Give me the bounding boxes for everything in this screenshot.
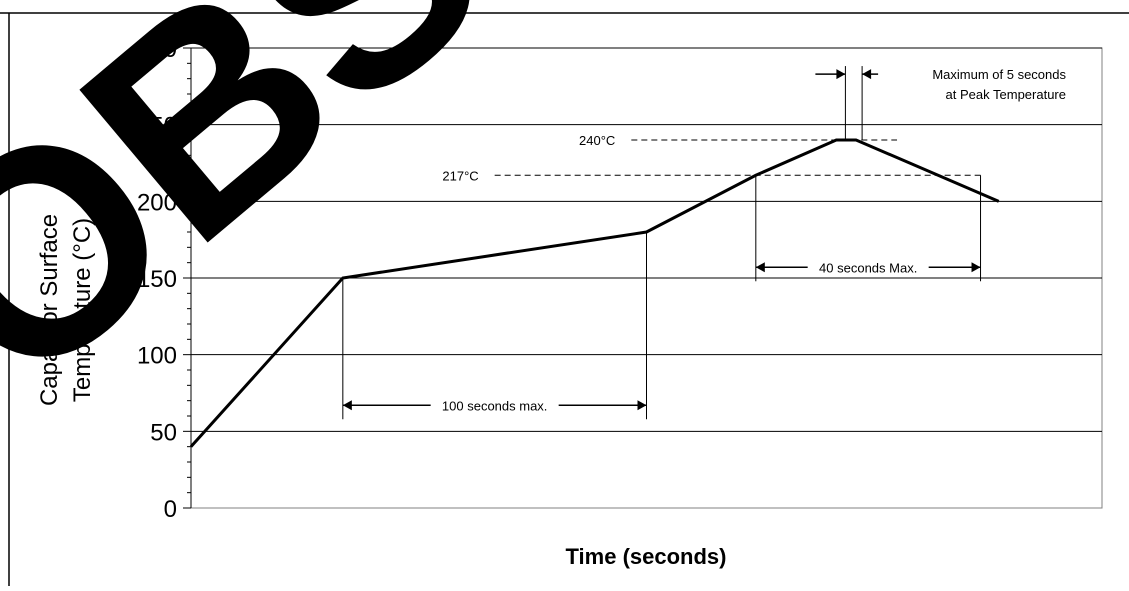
reference-label-240: 240°C <box>579 133 615 148</box>
interval-1-label: 40 seconds Max. <box>819 260 917 275</box>
reference-label-217: 217°C <box>442 168 478 183</box>
peak-dwell-label-0: Maximum of 5 seconds <box>932 67 1066 82</box>
x-axis-title: Time (seconds) <box>566 544 727 569</box>
y-tick-label-50: 50 <box>150 419 177 446</box>
y-tick-label-0: 0 <box>164 496 177 523</box>
peak-dwell-label-1: at Peak Temperature <box>946 87 1066 102</box>
interval-0-label: 100 seconds max. <box>442 398 548 413</box>
